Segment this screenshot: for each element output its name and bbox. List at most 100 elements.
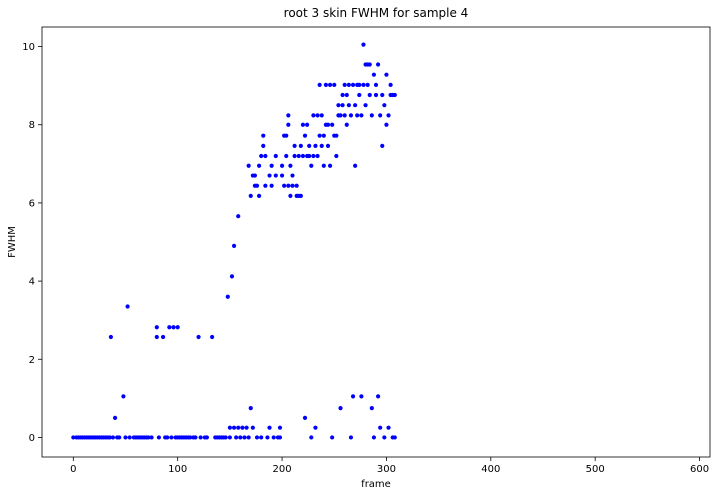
data-point bbox=[375, 394, 381, 399]
data-point bbox=[146, 435, 151, 440]
data-point bbox=[348, 113, 354, 118]
data-point bbox=[392, 435, 397, 440]
data-point bbox=[259, 153, 264, 159]
data-point bbox=[380, 143, 385, 148]
data-point bbox=[327, 163, 333, 168]
data-point bbox=[359, 113, 364, 118]
data-point bbox=[317, 133, 322, 138]
data-point bbox=[121, 394, 126, 399]
y-tick-label: 8 bbox=[29, 120, 35, 131]
data-point bbox=[292, 153, 297, 159]
data-point bbox=[340, 92, 345, 98]
data-point bbox=[242, 435, 247, 440]
data-point bbox=[279, 163, 285, 168]
x-axis-label: frame bbox=[361, 479, 391, 490]
data-point bbox=[305, 122, 310, 127]
data-point bbox=[388, 82, 393, 87]
data-point bbox=[346, 103, 351, 108]
data-point bbox=[271, 435, 276, 440]
data-point bbox=[290, 183, 295, 188]
data-point bbox=[223, 435, 228, 440]
data-point bbox=[334, 133, 339, 138]
data-point bbox=[384, 122, 389, 127]
data-point bbox=[298, 193, 303, 198]
data-points bbox=[71, 42, 397, 440]
data-point bbox=[350, 82, 356, 87]
data-point bbox=[378, 113, 383, 118]
data-point bbox=[346, 82, 351, 87]
x-tick-label: 400 bbox=[481, 464, 500, 475]
data-point bbox=[248, 406, 253, 411]
data-point bbox=[309, 435, 314, 440]
data-point bbox=[342, 82, 347, 87]
data-point bbox=[110, 435, 116, 440]
data-point bbox=[302, 415, 308, 421]
data-point bbox=[330, 435, 335, 440]
data-point bbox=[154, 325, 159, 330]
data-point bbox=[279, 173, 285, 178]
data-point bbox=[238, 435, 243, 440]
data-point bbox=[344, 92, 349, 98]
data-point bbox=[386, 425, 391, 430]
data-point bbox=[252, 173, 258, 178]
data-point bbox=[282, 183, 287, 188]
data-point bbox=[154, 334, 159, 340]
data-point bbox=[317, 82, 322, 87]
data-point bbox=[342, 113, 347, 118]
data-point bbox=[313, 425, 318, 430]
data-point bbox=[371, 435, 377, 440]
data-point bbox=[240, 425, 245, 430]
data-point bbox=[330, 122, 335, 127]
data-point bbox=[267, 173, 272, 178]
data-point bbox=[353, 103, 358, 108]
data-point bbox=[294, 183, 299, 188]
data-point bbox=[261, 133, 266, 138]
data-point bbox=[286, 113, 291, 118]
data-point bbox=[325, 122, 331, 127]
data-point bbox=[369, 406, 374, 411]
data-point bbox=[234, 435, 239, 440]
data-point bbox=[284, 133, 289, 138]
data-point bbox=[350, 394, 356, 399]
data-point bbox=[277, 425, 283, 430]
y-axis: 0 2 4 6 8 10 bbox=[22, 42, 42, 444]
data-point bbox=[229, 274, 235, 279]
x-tick-label: 600 bbox=[690, 464, 709, 475]
data-point bbox=[353, 163, 358, 168]
data-point bbox=[167, 325, 172, 330]
data-point bbox=[367, 92, 372, 98]
data-point bbox=[319, 143, 324, 148]
data-point bbox=[273, 153, 278, 159]
data-point bbox=[384, 72, 389, 77]
data-point bbox=[259, 435, 264, 440]
data-point bbox=[108, 334, 113, 340]
data-point bbox=[367, 62, 372, 67]
data-point bbox=[300, 153, 306, 159]
data-point bbox=[319, 113, 324, 118]
data-point bbox=[359, 394, 364, 399]
data-point bbox=[171, 325, 176, 330]
data-point bbox=[225, 294, 230, 299]
data-point bbox=[254, 435, 260, 440]
data-point bbox=[371, 72, 377, 77]
data-point bbox=[307, 143, 312, 148]
data-point bbox=[296, 153, 301, 159]
data-point bbox=[313, 143, 318, 148]
data-point bbox=[361, 82, 366, 87]
data-point bbox=[373, 92, 379, 98]
data-point bbox=[123, 435, 128, 440]
data-point bbox=[236, 214, 241, 219]
data-point bbox=[373, 82, 379, 87]
data-point bbox=[257, 193, 262, 198]
data-point bbox=[292, 143, 297, 148]
data-point bbox=[198, 435, 203, 440]
data-point bbox=[382, 103, 387, 108]
data-point bbox=[71, 435, 76, 440]
data-point bbox=[288, 163, 293, 168]
data-point bbox=[348, 435, 354, 440]
data-point bbox=[382, 435, 387, 440]
data-point bbox=[269, 163, 274, 168]
data-point bbox=[210, 334, 215, 340]
data-point bbox=[380, 92, 385, 98]
